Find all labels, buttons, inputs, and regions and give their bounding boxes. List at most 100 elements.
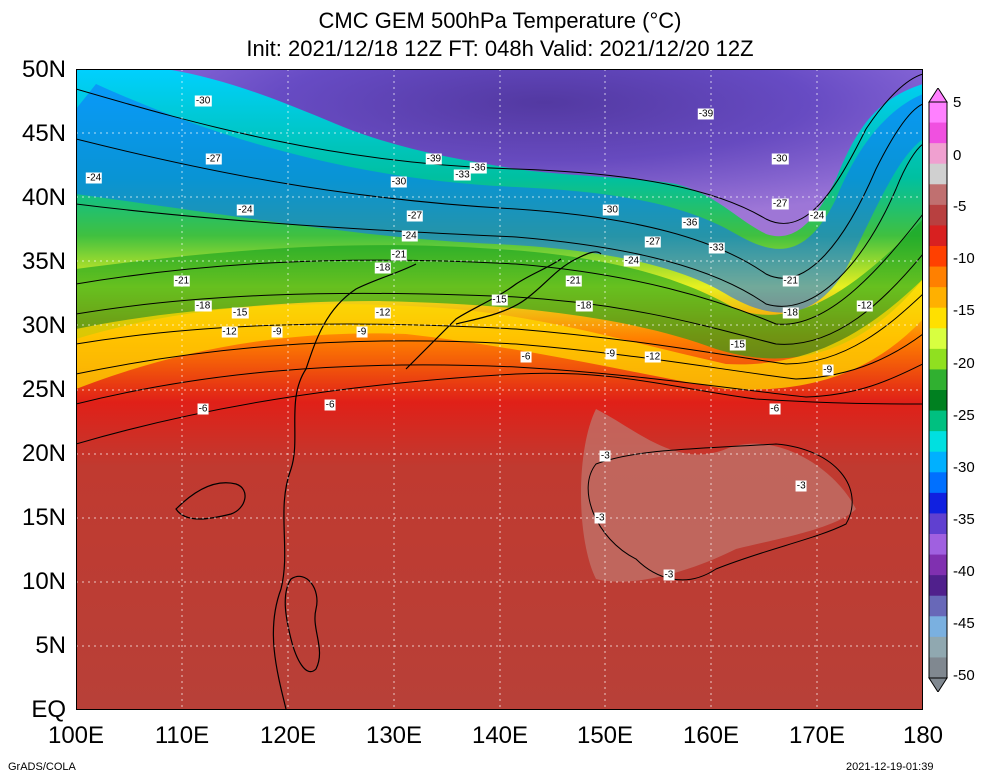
colorbar-label: -45 (953, 615, 975, 632)
colorbar-cell (929, 102, 947, 124)
isotherm-label: -6 (324, 399, 336, 411)
isotherm-label: -21 (173, 275, 191, 287)
lat-tick-label: EQ (31, 696, 66, 723)
isotherm-label: -30 (194, 95, 212, 107)
lon-tick-label: 180 (902, 722, 944, 749)
lat-tick-label: 45N (21, 120, 66, 147)
lat-tick-label: 35N (21, 248, 66, 275)
colorbar-label: -10 (953, 250, 975, 267)
colorbar-cell (929, 143, 947, 165)
colorbar-cell (929, 657, 947, 679)
map-subtitle: Init: 2021/12/18 12Z FT: 048h Valid: 202… (246, 36, 754, 61)
colorbar-cell (929, 163, 947, 185)
isotherm-label: -3 (795, 480, 807, 492)
isotherm-label: -12 (374, 307, 392, 319)
colorbar-cell (929, 431, 947, 453)
lat-tick-label: 50N (21, 56, 66, 83)
colorbar-cell (929, 204, 947, 226)
colorbar-cell (929, 122, 947, 144)
colorbar-label: -35 (953, 511, 975, 528)
colorbar-label: -25 (953, 407, 975, 424)
isotherm-label: -3 (594, 512, 606, 524)
isotherm-label: -36 (681, 217, 699, 229)
isotherm-label: -21 (782, 275, 799, 287)
isotherm-label: -39 (425, 153, 443, 165)
isotherm-label: -24 (808, 210, 826, 222)
lat-tick-label: 20N (21, 440, 66, 467)
colorbar-cell (929, 369, 947, 391)
isotherm-label: -12 (221, 326, 238, 338)
isotherm-label: -3 (599, 450, 611, 462)
isotherm-label: -24 (85, 172, 103, 184)
isotherm-label: -30 (602, 204, 619, 216)
lon-tick-label: 150E (576, 722, 634, 749)
colorbar-cell (929, 554, 947, 576)
credit-grads: GrADS/COLA (8, 761, 76, 773)
isotherm-label: -9 (822, 364, 834, 376)
isotherm-label: -9 (605, 348, 617, 360)
isotherm-label: -15 (491, 294, 508, 306)
isotherm-label: -21 (565, 275, 582, 287)
isotherm-label: -9 (271, 326, 283, 338)
isotherm-label: -21 (390, 249, 408, 261)
green-band (76, 219, 923, 359)
colorbar-cell (929, 184, 947, 206)
colorbar-cell (929, 636, 947, 658)
lon-tick-label: 140E (471, 722, 529, 749)
colorbar-cell (929, 307, 947, 329)
isotherm-label: -33 (454, 169, 471, 181)
isotherm-label: -36 (470, 162, 487, 174)
colorbar-cell (929, 451, 947, 473)
colorbar-cell (929, 225, 947, 247)
colorbar-cell (929, 287, 947, 309)
isotherm-label: -12 (644, 351, 662, 363)
lon-tick-label: 170E (788, 722, 846, 749)
colorbar-cell (929, 534, 947, 556)
lat-tick-label: 10N (21, 568, 66, 595)
colorbar-cell (929, 492, 947, 514)
colorbar-label: -30 (953, 459, 975, 476)
isotherm-label: -30 (390, 176, 408, 188)
isotherm-label: -18 (194, 300, 212, 312)
isotherm-label: -27 (771, 198, 789, 210)
isotherm-label: -3 (663, 569, 675, 581)
graticule (76, 69, 923, 710)
colorbar-cell (929, 616, 947, 638)
lat-tick-label: 5N (35, 632, 66, 659)
colorbar-cell (929, 472, 947, 494)
lat-tick-label: 25N (21, 376, 66, 403)
temperature-map: -30 -39 -27 -24 -39 -36 -30 -33 -30 -24 -27 -30 -36-… (76, 69, 923, 710)
isotherm-label: -18 (782, 307, 799, 319)
colorbar-cell (929, 595, 947, 617)
lon-tick-label: 120E (259, 722, 317, 749)
isotherm-label: -12 (856, 300, 873, 312)
colorbar-label: 0 (953, 147, 962, 164)
isotherm-label: -39 (697, 108, 715, 120)
isotherm-label: -18 (575, 300, 593, 312)
isotherm-label: -24 (237, 204, 254, 216)
colorbar-label: -15 (953, 302, 975, 319)
colorbar-cell (929, 410, 947, 432)
colorbar-label: -40 (953, 563, 975, 580)
isotherm-label: -15 (729, 339, 746, 351)
colorbar-top-arrow (928, 88, 948, 103)
lon-tick-label: 130E (365, 722, 423, 749)
isotherm-label: -18 (374, 262, 392, 274)
lat-tick-label: 15N (21, 504, 66, 531)
isotherm-label: -24 (623, 255, 641, 267)
lat-tick-label: 40N (21, 184, 66, 211)
map-title: CMC GEM 500hPa Temperature (°C) (318, 8, 682, 33)
lat-tick-label: 30N (21, 312, 66, 339)
colorbar-label: -50 (953, 667, 975, 684)
colorbar-cell (929, 266, 947, 288)
colorbar-label: -20 (953, 355, 975, 372)
colorbar-label: -5 (953, 198, 967, 215)
colorbar-cell (929, 513, 947, 535)
colorbar-bottom-arrow (928, 677, 948, 692)
isotherm-label: -9 (356, 326, 368, 338)
isotherm-label: -6 (769, 403, 781, 415)
isotherm-label: -6 (520, 351, 532, 363)
isotherm-label: -15 (231, 307, 249, 319)
cold-trough-region (166, 69, 923, 237)
isotherm-label: -33 (708, 242, 725, 254)
